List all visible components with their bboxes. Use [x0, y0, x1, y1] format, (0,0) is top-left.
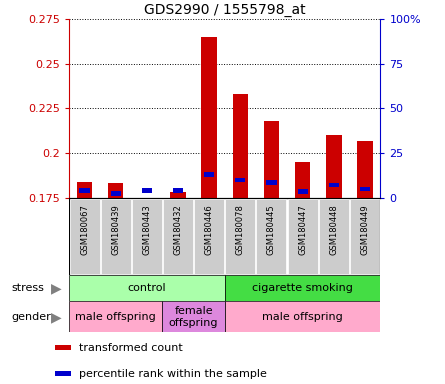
Bar — [350, 199, 380, 274]
Bar — [225, 301, 380, 332]
Text: GSM180439: GSM180439 — [111, 204, 120, 255]
Bar — [233, 94, 248, 198]
Bar — [360, 187, 370, 191]
Bar — [357, 141, 373, 198]
Bar — [69, 199, 100, 274]
Bar — [77, 182, 93, 198]
Text: gender: gender — [11, 312, 51, 322]
Text: female
offspring: female offspring — [169, 306, 218, 328]
Text: GSM180447: GSM180447 — [298, 204, 307, 255]
Bar — [225, 199, 255, 274]
Text: GSM180449: GSM180449 — [360, 204, 369, 255]
Text: GSM180432: GSM180432 — [174, 204, 182, 255]
Bar — [173, 189, 183, 193]
Bar — [142, 189, 152, 193]
Bar — [326, 135, 342, 198]
Bar — [69, 301, 162, 332]
Text: cigarette smoking: cigarette smoking — [252, 283, 353, 293]
Title: GDS2990 / 1555798_at: GDS2990 / 1555798_at — [144, 3, 306, 17]
Text: ▶: ▶ — [51, 281, 62, 295]
Bar — [111, 191, 121, 195]
Bar — [80, 189, 89, 193]
Text: male offspring: male offspring — [262, 312, 343, 322]
Text: GSM180448: GSM180448 — [329, 204, 338, 255]
Bar — [55, 345, 71, 350]
Bar — [319, 199, 349, 274]
Bar — [55, 371, 71, 376]
Bar — [329, 183, 339, 187]
Text: control: control — [128, 283, 166, 293]
Bar — [108, 184, 124, 198]
Text: GSM180445: GSM180445 — [267, 204, 276, 255]
Bar — [225, 275, 380, 301]
Text: ▶: ▶ — [51, 310, 62, 324]
Bar — [267, 180, 276, 185]
Bar — [235, 178, 245, 182]
Text: GSM180443: GSM180443 — [142, 204, 151, 255]
Bar — [101, 199, 131, 274]
Bar — [295, 162, 311, 198]
Text: male offspring: male offspring — [75, 312, 156, 322]
Bar — [194, 199, 224, 274]
Text: GSM180078: GSM180078 — [236, 204, 245, 255]
Bar — [204, 172, 214, 177]
Bar — [69, 275, 225, 301]
Text: GSM180446: GSM180446 — [205, 204, 214, 255]
Bar — [256, 199, 287, 274]
Bar — [264, 121, 279, 198]
Bar — [162, 301, 225, 332]
Bar — [132, 199, 162, 274]
Text: stress: stress — [11, 283, 44, 293]
Bar — [298, 189, 307, 194]
Text: GSM180067: GSM180067 — [80, 204, 89, 255]
Bar — [163, 199, 193, 274]
Text: percentile rank within the sample: percentile rank within the sample — [79, 369, 267, 379]
Bar — [69, 198, 380, 275]
Bar — [287, 199, 318, 274]
Bar — [202, 37, 217, 198]
Bar — [170, 192, 186, 198]
Text: transformed count: transformed count — [79, 343, 182, 353]
